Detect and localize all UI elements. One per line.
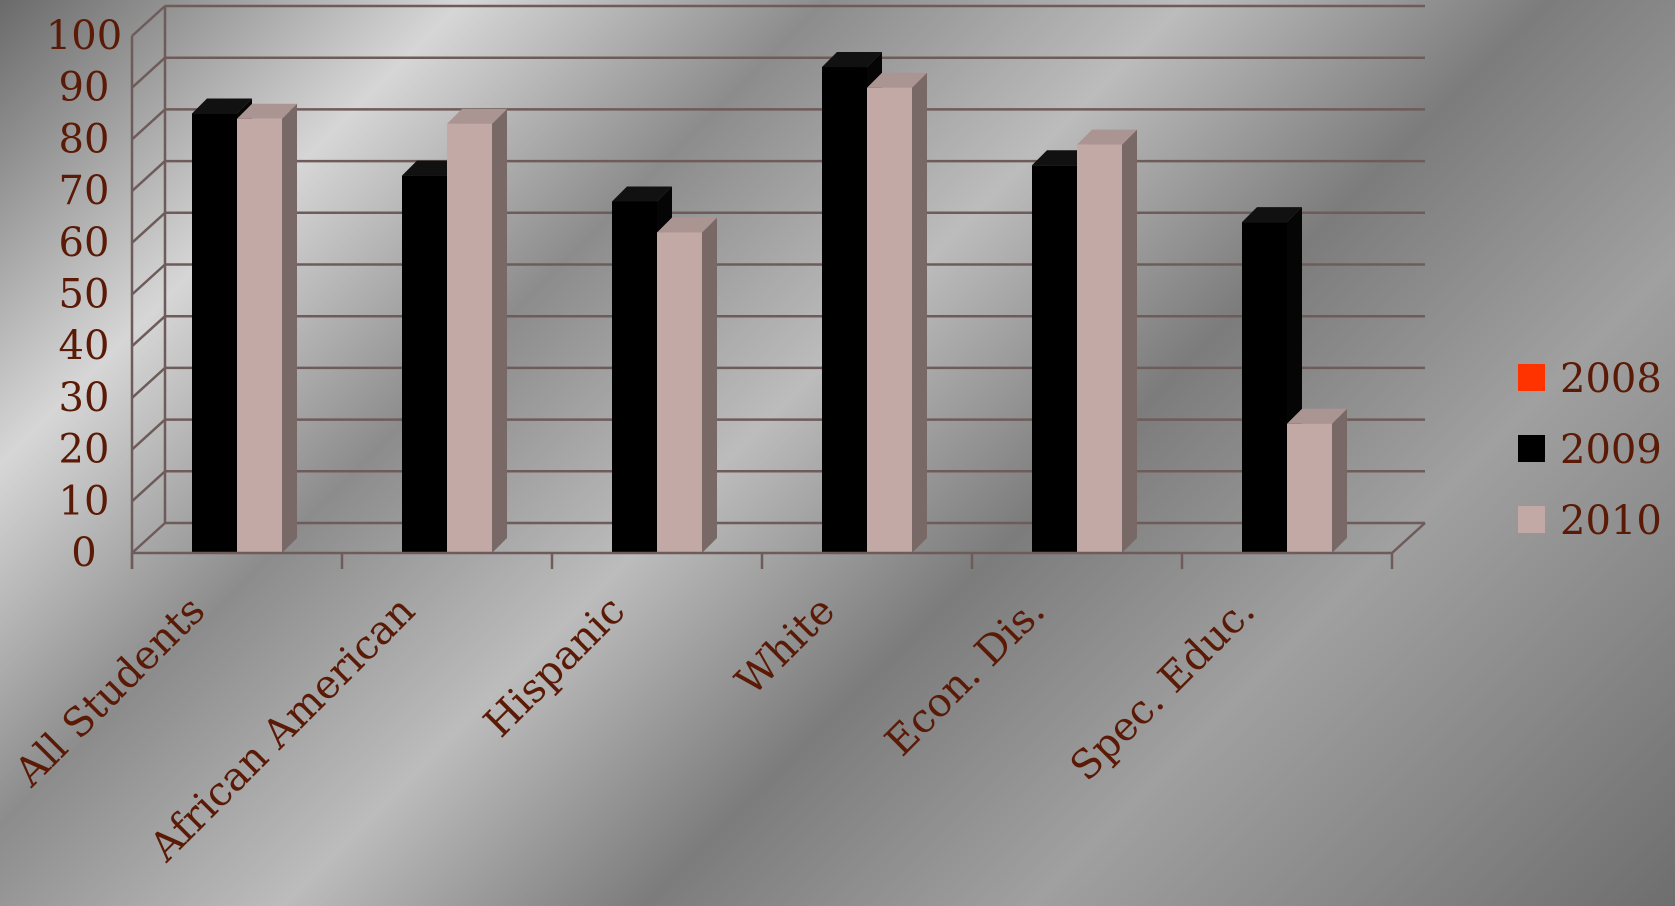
legend-swatch	[1518, 364, 1545, 391]
bar-2010-spec-educ-	[1287, 408, 1347, 553]
x-tick-label: Econ. Dis.	[877, 588, 1054, 765]
legend-swatch	[1518, 435, 1545, 462]
x-tick-label: White	[727, 588, 844, 705]
y-tick-label: 10	[59, 478, 110, 524]
gridline-side	[131, 315, 166, 348]
y-tick-label: 40	[59, 323, 110, 369]
y-tick-label: 70	[59, 168, 110, 214]
legend-item-2008: 2008	[1518, 356, 1662, 402]
gridline-side	[131, 366, 166, 399]
y-axis: 0 10 20 30 40 50 60 70 80 90 100	[46, 13, 134, 576]
bar-2009-spec-educ-	[1242, 207, 1302, 553]
bar-2010-african-american	[447, 108, 507, 553]
gridline-side	[131, 470, 166, 503]
y-tick-label: 20	[59, 427, 110, 473]
gridline-side	[131, 263, 166, 296]
gridline-side	[131, 160, 166, 193]
gridline-side	[131, 522, 166, 554]
bar-2010-white	[867, 72, 927, 553]
legend-swatch	[1518, 506, 1545, 533]
gridline-side	[131, 5, 166, 37]
y-tick-label: 100	[46, 13, 122, 59]
legend: 2008 2009 2010	[1518, 356, 1662, 544]
bar-2010-hispanic	[657, 217, 717, 553]
gridline-side	[131, 418, 166, 451]
y-tick-label: 90	[59, 65, 110, 111]
legend-item-2010: 2010	[1518, 498, 1662, 544]
x-tick-label: Hispanic	[475, 588, 634, 747]
legend-item-2009: 2009	[1518, 427, 1662, 473]
legend-label: 2010	[1560, 498, 1662, 544]
gridline-side	[131, 108, 166, 141]
y-tick-label: 0	[71, 530, 96, 576]
gridline-side	[131, 211, 166, 244]
bar-2010-all-students	[237, 103, 297, 553]
bar-2010-econ-dis-	[1077, 129, 1137, 553]
gridline-side	[131, 56, 166, 89]
y-tick-label: 50	[59, 272, 110, 318]
floor-edge	[1391, 522, 1426, 554]
gridlines	[131, 4, 1425, 554]
legend-label: 2008	[1560, 356, 1662, 402]
legend-label: 2009	[1560, 427, 1662, 473]
y-tick-label: 80	[59, 116, 110, 162]
y-tick-label: 30	[59, 375, 110, 421]
x-tick-label: All Students	[5, 588, 214, 797]
x-tick-label: Spec. Educ.	[1062, 588, 1264, 790]
y-tick-label: 60	[59, 220, 110, 266]
bars	[192, 52, 1347, 554]
